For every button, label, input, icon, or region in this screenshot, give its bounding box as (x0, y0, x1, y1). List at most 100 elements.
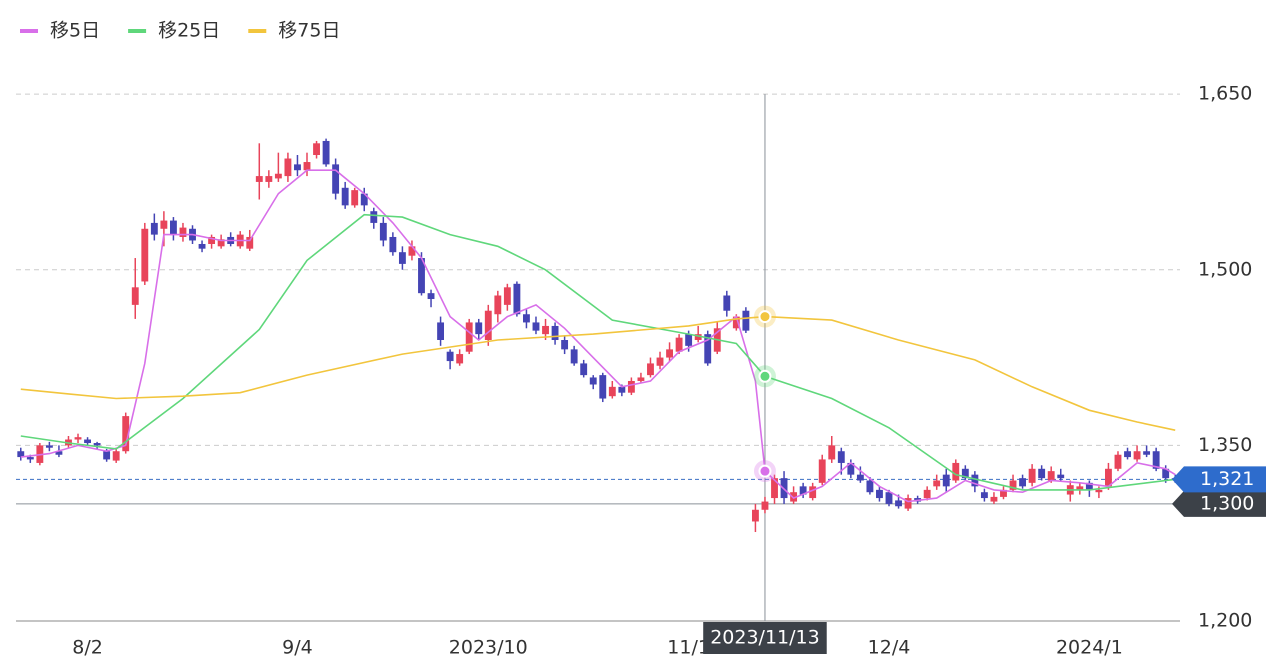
candle-body (360, 193, 368, 206)
candle-body (961, 468, 969, 479)
candle-body (980, 492, 988, 499)
candle-body (952, 462, 960, 481)
candle-body (74, 437, 82, 440)
candle-body (876, 489, 883, 499)
candle-body (694, 334, 702, 340)
legend-label: 移75日 (278, 20, 340, 42)
candle-body (828, 445, 836, 460)
candle-body (131, 287, 139, 305)
candle-body (341, 187, 349, 206)
crosshair-dot (758, 464, 772, 478)
candle-body (1000, 489, 1007, 497)
candle-body (561, 340, 569, 350)
candle-body (208, 236, 216, 244)
last-price-label: 1,321 (1200, 468, 1254, 490)
candle-body (627, 380, 635, 393)
candle-body (465, 322, 473, 352)
candle-body (389, 236, 397, 253)
candle-body (351, 190, 359, 206)
candle-body (675, 337, 683, 352)
candle-body (55, 451, 63, 455)
candle-body (1162, 468, 1170, 479)
candle-body (809, 486, 817, 499)
candle-body (751, 509, 759, 522)
candle-body (704, 334, 712, 364)
candle-body (542, 325, 549, 335)
candle-body (322, 140, 330, 165)
candle-body (1114, 454, 1122, 469)
crosshair-dot (758, 369, 772, 383)
candle-body (446, 351, 454, 362)
candle-body (1152, 451, 1160, 469)
candle-body (26, 457, 34, 460)
y-tick-label: 1,350 (1198, 434, 1252, 456)
candle-body (494, 295, 502, 315)
candle-body (589, 377, 597, 385)
candle-body (1085, 482, 1093, 490)
candle-body (398, 252, 406, 264)
candle-body (1124, 451, 1131, 458)
candle-body (1133, 451, 1141, 460)
candle-body (1038, 468, 1046, 479)
candle-body (599, 375, 607, 399)
candle-body (523, 314, 530, 323)
candle-body (84, 439, 91, 444)
candle-body (150, 222, 158, 235)
candle-body (856, 474, 864, 481)
ma-line (20, 213, 1176, 491)
candle-body (637, 377, 645, 381)
candle-body (685, 334, 693, 346)
candle-body (532, 322, 540, 331)
candle-body (437, 322, 445, 340)
candle-body (1028, 468, 1036, 483)
candle-body (475, 322, 483, 335)
candle-body (274, 173, 282, 179)
candle-body (418, 258, 425, 294)
candle-body (427, 293, 435, 300)
candle-body (332, 164, 340, 194)
candle-body (580, 363, 588, 376)
candle-body (179, 227, 187, 237)
candle-body (45, 445, 53, 448)
candle-body (265, 176, 273, 182)
candle-body (1009, 480, 1017, 490)
candle-body (198, 243, 206, 249)
candle-body (647, 363, 654, 376)
candle-body (112, 451, 120, 461)
candle-body (771, 478, 778, 499)
candle-body (895, 500, 902, 507)
candle-body (255, 176, 263, 182)
crosshair-price-label: 1,300 (1200, 492, 1254, 514)
candle-body (837, 451, 845, 463)
candle-body (370, 211, 378, 223)
candle-body (169, 220, 177, 235)
candle-body (160, 220, 168, 229)
candle-body (761, 501, 769, 510)
candle-body (246, 236, 254, 249)
y-tick-label: 1,650 (1198, 83, 1252, 105)
candle-body (923, 489, 931, 499)
candle-body (904, 498, 912, 509)
candle-body (618, 386, 626, 393)
candle-body (303, 162, 311, 171)
x-tick-label: 8/2 (72, 637, 103, 659)
crosshair-date-box (703, 622, 827, 654)
candle-body (933, 480, 941, 487)
ma-line (20, 315, 1176, 431)
x-tick-label: 2023/10 (449, 637, 528, 659)
candle-body (551, 325, 559, 340)
x-tick-label: 12/4 (868, 637, 911, 659)
candle-body (790, 492, 798, 502)
candle-body (217, 239, 225, 247)
candle-body (141, 228, 149, 282)
candle-body (1019, 478, 1027, 487)
candle-body (742, 310, 750, 331)
candle-body (656, 357, 664, 366)
legend-label: 移5日 (50, 20, 100, 42)
y-tick-label: 1,500 (1198, 258, 1252, 280)
candle-body (294, 164, 301, 171)
candle-body (408, 246, 416, 256)
candle-body (103, 451, 111, 460)
crosshair-price-box (1172, 490, 1266, 517)
crosshair-date-label: 2023/11/13 (710, 627, 820, 649)
